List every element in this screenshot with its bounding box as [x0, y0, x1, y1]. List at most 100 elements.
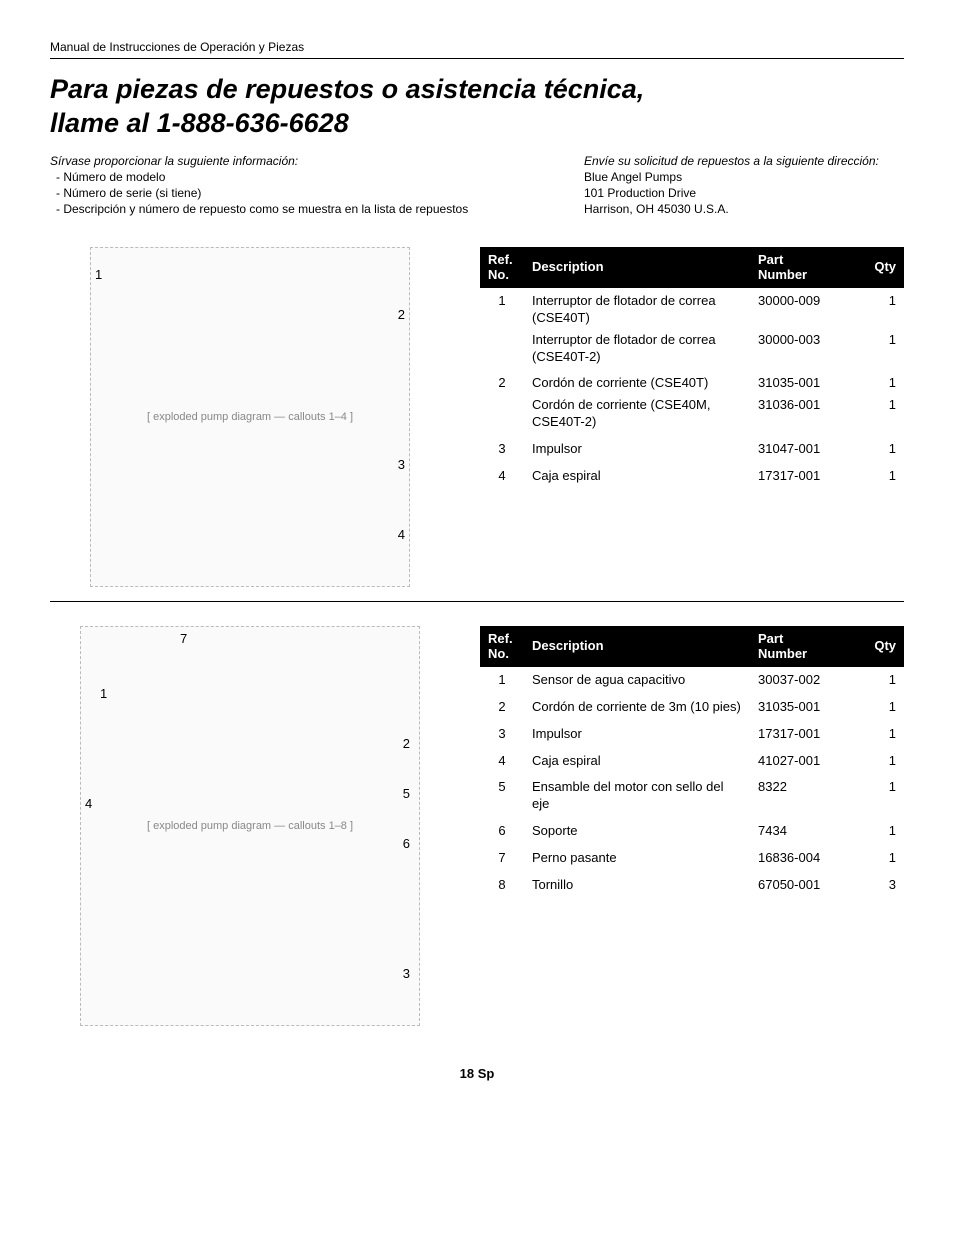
diagram-1-col: [ exploded pump diagram — callouts 1–4 ]…	[50, 247, 450, 587]
th-part: Part Number	[750, 626, 860, 667]
cell-qty: 1	[860, 818, 904, 845]
cell-qty: 3	[860, 872, 904, 899]
th-ref: Ref. No.	[480, 626, 524, 667]
th-part-l2: Number	[758, 267, 807, 282]
diagram-2-placeholder: [ exploded pump diagram — callouts 1–8 ]	[80, 626, 420, 1026]
info-right-intro: Envíe su solicitud de repuestos a la sig…	[584, 153, 904, 169]
cell-qty: 1	[860, 774, 904, 818]
cell-qty: 1	[860, 748, 904, 775]
cell-desc: Sensor de agua capacitivo	[524, 667, 750, 694]
table-row: 2 Cordón de corriente (CSE40T) 31035-001…	[480, 370, 904, 397]
cell-part: 31036-001	[750, 397, 860, 436]
info-left-line: - Número de modelo	[50, 169, 584, 185]
section-divider	[50, 601, 904, 602]
cell-qty: 1	[860, 845, 904, 872]
cell-qty: 1	[860, 721, 904, 748]
cell-desc: Interruptor de flotador de correa (CSE40…	[524, 288, 750, 332]
cell-ref	[480, 397, 524, 436]
info-block: Sírvase proporcionar la suguiente inform…	[50, 153, 904, 218]
diagram-2-callout-6: 6	[403, 836, 410, 851]
cell-part: 16836-004	[750, 845, 860, 872]
table-1-col: Ref. No. Description Part Number Qty 1 I…	[450, 247, 904, 490]
parts-table-2-body: 1 Sensor de agua capacitivo 30037-002 1 …	[480, 667, 904, 899]
th-part-l1: Part	[758, 252, 783, 267]
info-left-line: - Número de serie (si tiene)	[50, 185, 584, 201]
table-row: 1 Interruptor de flotador de correa (CSE…	[480, 288, 904, 332]
cell-qty: 1	[860, 463, 904, 490]
cell-desc: Cordón de corriente de 3m (10 pies)	[524, 694, 750, 721]
th-ref-l1: Ref.	[488, 631, 513, 646]
cell-desc: Impulsor	[524, 721, 750, 748]
info-right-line: 101 Production Drive	[584, 185, 904, 201]
table-row: 3 Impulsor 31047-001 1	[480, 436, 904, 463]
cell-desc: Tornillo	[524, 872, 750, 899]
th-ref-l2: No.	[488, 646, 509, 661]
diagram-2-callout-3: 3	[403, 966, 410, 981]
table-row: Interruptor de flotador de correa (CSE40…	[480, 332, 904, 371]
cell-ref: 4	[480, 748, 524, 775]
th-part-l2: Number	[758, 646, 807, 661]
section-1: [ exploded pump diagram — callouts 1–4 ]…	[50, 247, 904, 587]
table-row: 7 Perno pasante 16836-004 1	[480, 845, 904, 872]
diagram-1-placeholder: [ exploded pump diagram — callouts 1–4 ]	[90, 247, 410, 587]
diagram-2-col: [ exploded pump diagram — callouts 1–8 ]…	[50, 626, 450, 1026]
diagram-2-callout-2: 2	[403, 736, 410, 751]
cell-desc: Impulsor	[524, 436, 750, 463]
cell-part: 41027-001	[750, 748, 860, 775]
cell-ref: 3	[480, 721, 524, 748]
th-qty: Qty	[860, 626, 904, 667]
cell-desc: Caja espiral	[524, 748, 750, 775]
diagram-2-callout-7: 7	[180, 631, 187, 646]
cell-desc: Cordón de corriente (CSE40M, CSE40T-2)	[524, 397, 750, 436]
cell-ref: 2	[480, 694, 524, 721]
info-left: Sírvase proporcionar la suguiente inform…	[50, 153, 584, 218]
th-ref-l2: No.	[488, 267, 509, 282]
cell-qty: 1	[860, 370, 904, 397]
table-2-col: Ref. No. Description Part Number Qty 1 S…	[450, 626, 904, 899]
cell-part: 17317-001	[750, 463, 860, 490]
diagram-2-callout-1: 1	[100, 686, 107, 701]
table-row: 8 Tornillo 67050-001 3	[480, 872, 904, 899]
page-number: 18 Sp	[50, 1066, 904, 1081]
parts-table-2: Ref. No. Description Part Number Qty 1 S…	[480, 626, 904, 899]
table-row: Cordón de corriente (CSE40M, CSE40T-2) 3…	[480, 397, 904, 436]
cell-desc: Interruptor de flotador de correa (CSE40…	[524, 332, 750, 371]
cell-ref: 5	[480, 774, 524, 818]
cell-ref: 2	[480, 370, 524, 397]
info-right-line: Blue Angel Pumps	[584, 169, 904, 185]
table-row: 1 Sensor de agua capacitivo 30037-002 1	[480, 667, 904, 694]
cell-qty: 1	[860, 667, 904, 694]
cell-desc: Cordón de corriente (CSE40T)	[524, 370, 750, 397]
cell-part: 8322	[750, 774, 860, 818]
cell-ref	[480, 332, 524, 371]
cell-ref: 4	[480, 463, 524, 490]
cell-part: 30000-003	[750, 332, 860, 371]
table-row: 5 Ensamble del motor con sello del eje 8…	[480, 774, 904, 818]
th-part-l1: Part	[758, 631, 783, 646]
section-2: [ exploded pump diagram — callouts 1–8 ]…	[50, 626, 904, 1026]
table-row: 3 Impulsor 17317-001 1	[480, 721, 904, 748]
cell-ref: 3	[480, 436, 524, 463]
cell-desc: Perno pasante	[524, 845, 750, 872]
title-line-2: llame al 1-888-636-6628	[50, 108, 349, 138]
info-left-intro: Sírvase proporcionar la suguiente inform…	[50, 153, 584, 169]
cell-desc: Soporte	[524, 818, 750, 845]
page-title: Para piezas de repuestos o asistencia té…	[50, 73, 904, 141]
diagram-1-callout-2: 2	[398, 307, 405, 322]
cell-part: 31035-001	[750, 370, 860, 397]
parts-table-1-body: 1 Interruptor de flotador de correa (CSE…	[480, 288, 904, 490]
th-ref: Ref. No.	[480, 247, 524, 288]
cell-ref: 6	[480, 818, 524, 845]
cell-desc: Caja espiral	[524, 463, 750, 490]
cell-ref: 1	[480, 288, 524, 332]
info-right-line: Harrison, OH 45030 U.S.A.	[584, 201, 904, 217]
cell-desc: Ensamble del motor con sello del eje	[524, 774, 750, 818]
cell-part: 30037-002	[750, 667, 860, 694]
cell-part: 67050-001	[750, 872, 860, 899]
info-right: Envíe su solicitud de repuestos a la sig…	[584, 153, 904, 218]
table-row: 4 Caja espiral 41027-001 1	[480, 748, 904, 775]
table-row: 2 Cordón de corriente de 3m (10 pies) 31…	[480, 694, 904, 721]
parts-table-1: Ref. No. Description Part Number Qty 1 I…	[480, 247, 904, 490]
diagram-1-callout-3: 3	[398, 457, 405, 472]
th-ref-l1: Ref.	[488, 252, 513, 267]
